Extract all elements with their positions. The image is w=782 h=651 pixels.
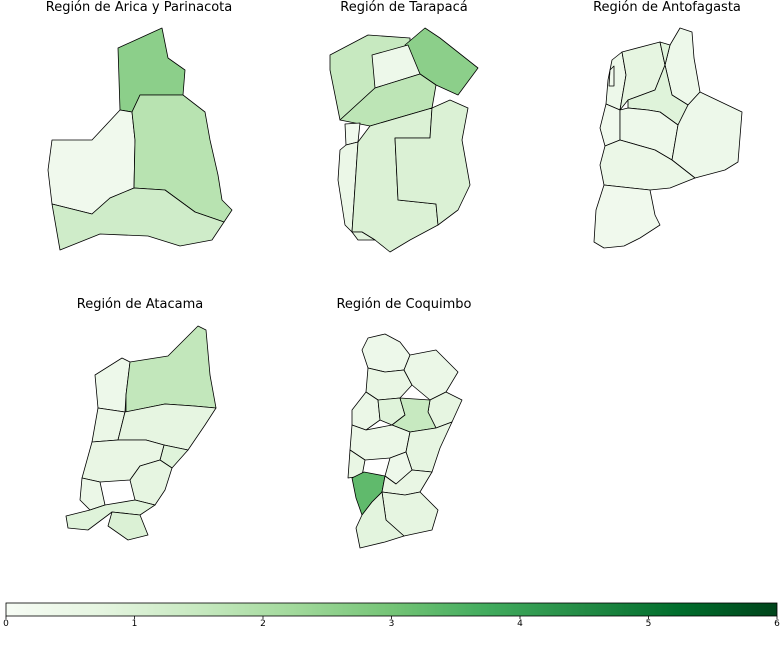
panel-title-antofagasta: Región de Antofagasta <box>593 0 741 15</box>
panel-title-arica: Región de Arica y Parinacota <box>45 0 233 15</box>
colorbar-tick-label: 6 <box>774 619 780 629</box>
comuna-la-higuera[interactable] <box>361 333 411 373</box>
colorbar-tick-label: 1 <box>131 619 138 629</box>
panel-title-atacama: Región de Atacama <box>76 297 204 312</box>
comuna-coast-north[interactable] <box>608 65 615 87</box>
panel-title-tarapaca: Región de Tarapacá <box>340 0 468 15</box>
comuna-coast-strip[interactable] <box>351 231 376 241</box>
comuna-huasco[interactable] <box>79 477 106 511</box>
comuna-diego-almagro[interactable] <box>125 325 217 413</box>
comuna-chanaral[interactable] <box>94 357 131 413</box>
map-antofagasta <box>593 27 743 249</box>
colorbar-tick-label: 2 <box>260 619 266 629</box>
comuna-south-tip[interactable] <box>107 511 149 541</box>
comuna-antofagasta[interactable] <box>599 139 696 191</box>
comuna-taltal[interactable] <box>593 184 661 249</box>
colorbar-tick-label: 5 <box>645 619 652 629</box>
colorbar-tick-label: 4 <box>517 619 523 629</box>
comuna-los-vilos[interactable] <box>355 491 405 549</box>
comuna-san-pedro[interactable] <box>671 91 743 179</box>
colorbar-gradient <box>5 602 778 617</box>
comuna-mejillones[interactable] <box>599 103 621 147</box>
map-atacama <box>65 325 217 541</box>
map-coquimbo <box>347 333 463 549</box>
comuna-pica[interactable] <box>394 99 471 226</box>
comuna-camarones[interactable] <box>51 187 225 251</box>
map-tarapaca <box>329 27 479 253</box>
colorbar-ticks <box>5 616 778 619</box>
map-arica <box>47 27 233 251</box>
panel-title-coquimbo: Región de Coquimbo <box>336 297 472 312</box>
colorbar <box>5 602 778 619</box>
colorbar-tick-label: 3 <box>388 619 395 629</box>
colorbar-tick-label: 0 <box>3 619 9 629</box>
comuna-vicuna[interactable] <box>403 349 459 401</box>
